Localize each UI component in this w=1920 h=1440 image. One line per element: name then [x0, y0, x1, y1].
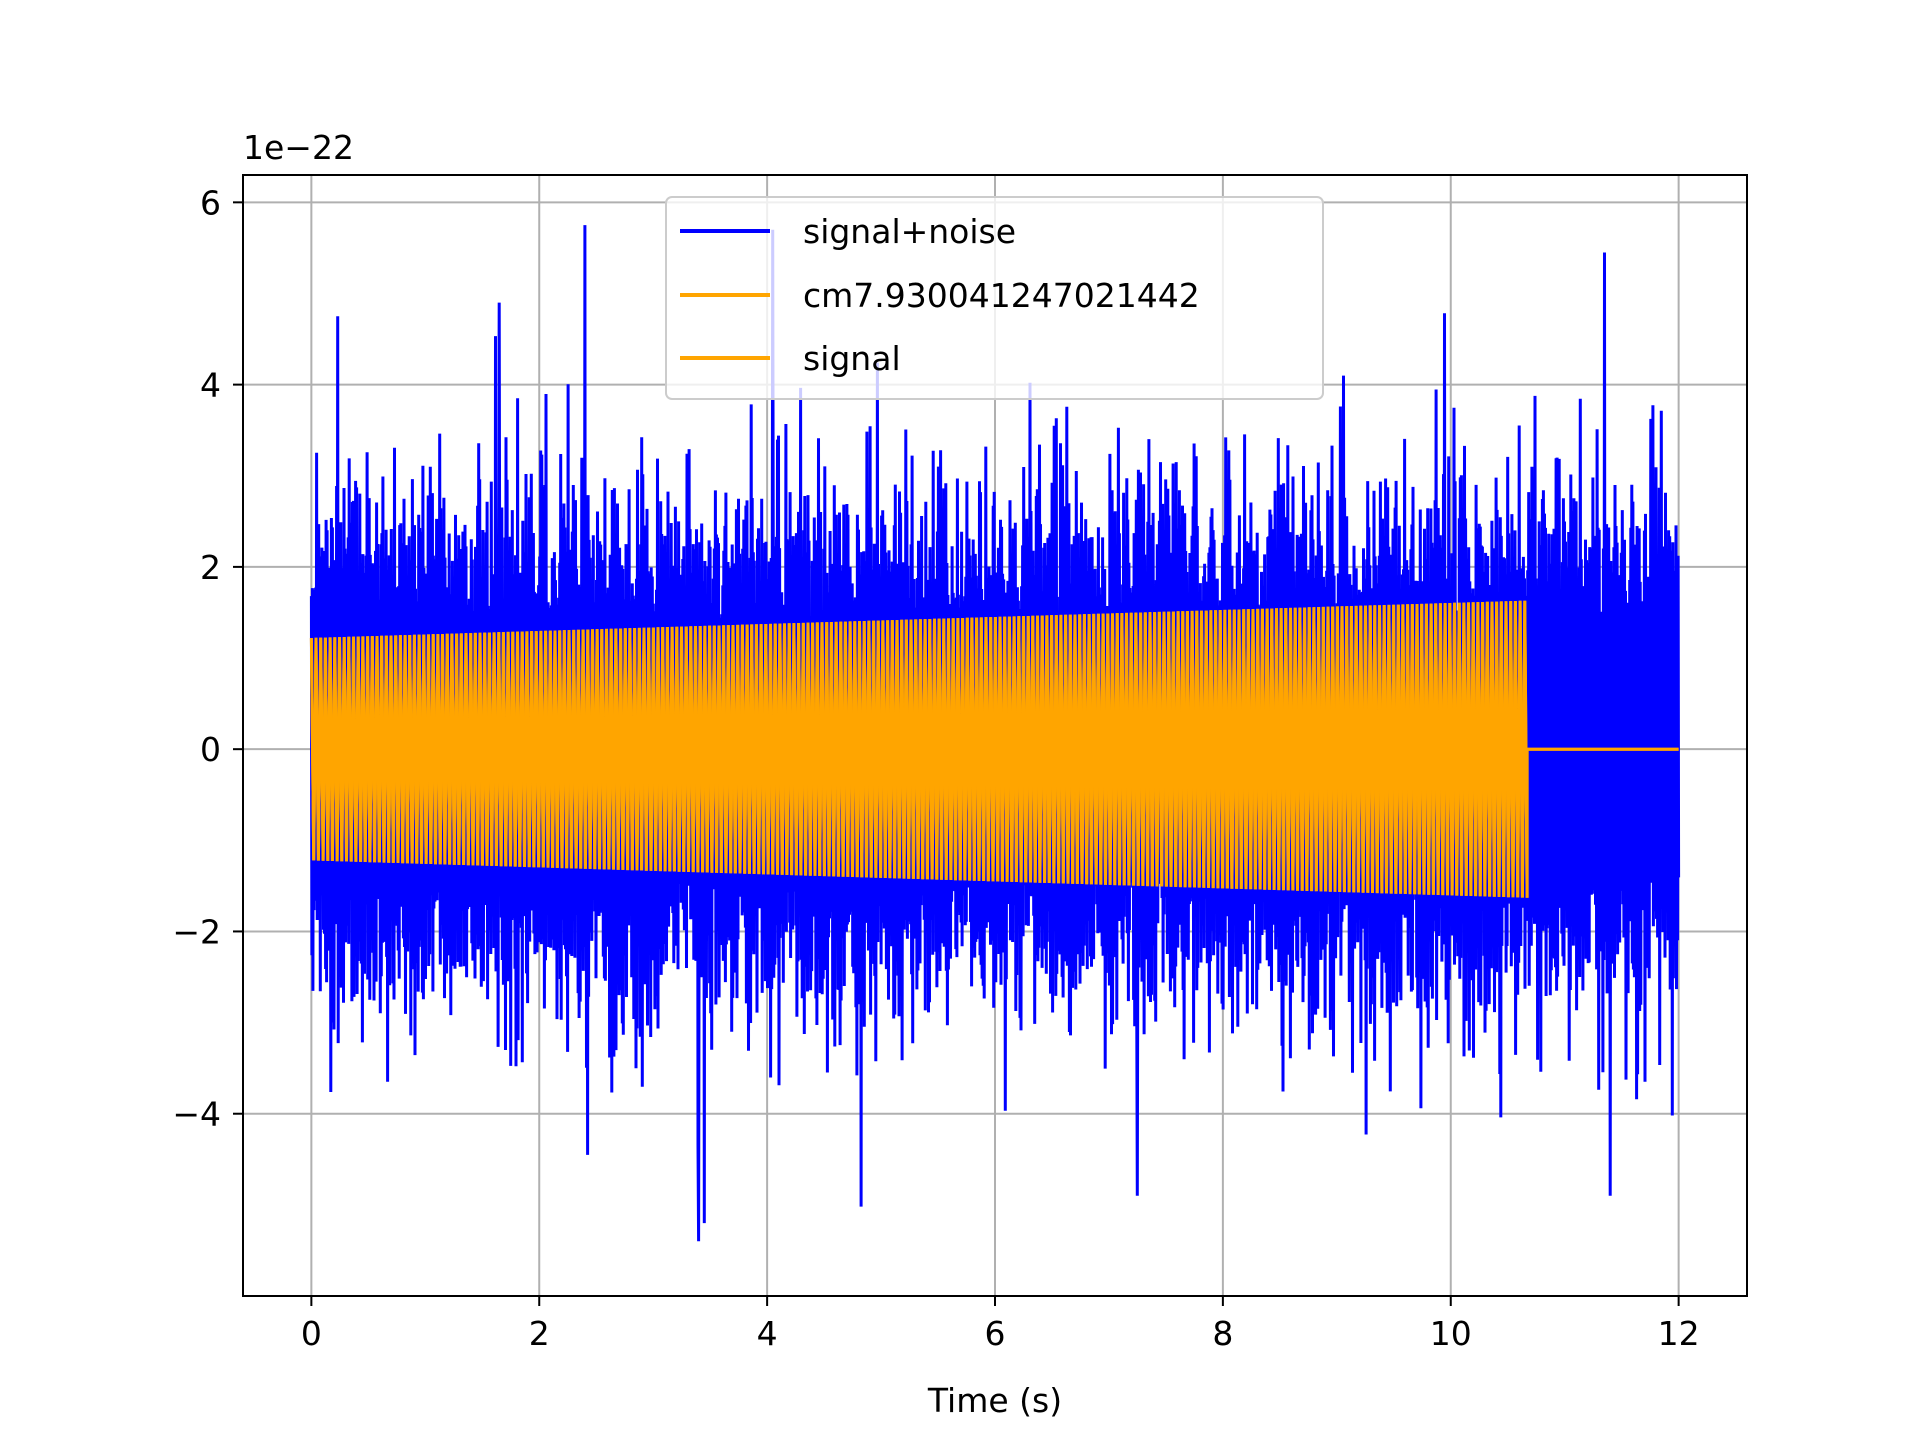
- series-layer: [309, 225, 1681, 1242]
- y-tick-label: 2: [200, 548, 221, 587]
- y-tick-label: −2: [172, 912, 221, 951]
- y-tick-label: 0: [200, 730, 221, 769]
- y-offset-label: 1e−22: [243, 128, 354, 167]
- x-axis-ticks: 0 2 4 6 8 10 12: [301, 1296, 1700, 1353]
- legend-label-signal-noise: signal+noise: [803, 212, 1016, 251]
- x-tick-label: 6: [985, 1314, 1006, 1353]
- x-axis-label: Time (s): [927, 1381, 1062, 1420]
- y-tick-label: 4: [200, 366, 221, 405]
- legend-label-signal: signal: [803, 339, 901, 378]
- series-signal: [309, 600, 1679, 898]
- legend: signal+noise cm7.930041247021442 signal: [665, 196, 1324, 400]
- legend-label-cm: cm7.930041247021442: [803, 276, 1200, 315]
- y-tick-label: −4: [172, 1095, 221, 1134]
- x-tick-label: 2: [529, 1314, 550, 1353]
- x-tick-label: 4: [757, 1314, 778, 1353]
- legend-box: [665, 196, 1324, 400]
- x-tick-label: 8: [1212, 1314, 1233, 1353]
- x-tick-label: 12: [1658, 1314, 1700, 1353]
- y-tick-label: 6: [200, 183, 221, 222]
- x-tick-label: 10: [1430, 1314, 1472, 1353]
- y-axis-ticks: −4 −2 0 2 4 6: [172, 183, 243, 1134]
- x-tick-label: 0: [301, 1314, 322, 1353]
